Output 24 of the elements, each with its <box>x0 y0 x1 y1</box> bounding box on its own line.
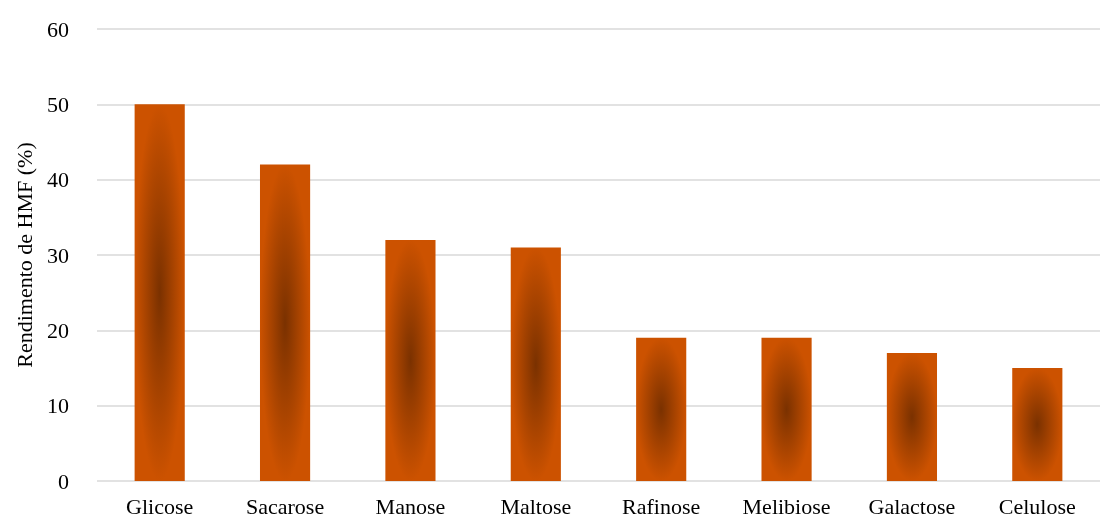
y-tick-label: 10 <box>47 393 69 419</box>
x-tick-label: Maltose <box>500 493 572 519</box>
y-tick-label: 50 <box>47 91 69 117</box>
x-tick-label: Celulose <box>998 493 1076 519</box>
y-tick-label: 40 <box>47 167 69 193</box>
y-tick-label: 20 <box>47 317 69 343</box>
x-tick-label: Manose <box>375 493 446 519</box>
y-tick-label: 30 <box>47 242 69 268</box>
y-axis-title: Rendimento de HMF (%) <box>11 142 37 368</box>
bar <box>259 164 311 481</box>
bar <box>385 239 436 481</box>
x-tick-label: Sacarose <box>245 493 325 519</box>
bar <box>510 247 561 481</box>
x-tick-label: Rafinose <box>622 493 701 519</box>
bar <box>134 104 185 481</box>
bar <box>761 337 812 481</box>
x-tick-label: Galactose <box>868 493 956 519</box>
y-tick-label: 60 <box>47 16 69 42</box>
x-tick-label: Melibiose <box>742 493 831 519</box>
x-tick-label: Glicose <box>126 493 194 519</box>
y-tick-label: 0 <box>58 468 69 494</box>
bar <box>886 352 938 481</box>
bar <box>1012 368 1063 481</box>
bar <box>636 337 687 481</box>
